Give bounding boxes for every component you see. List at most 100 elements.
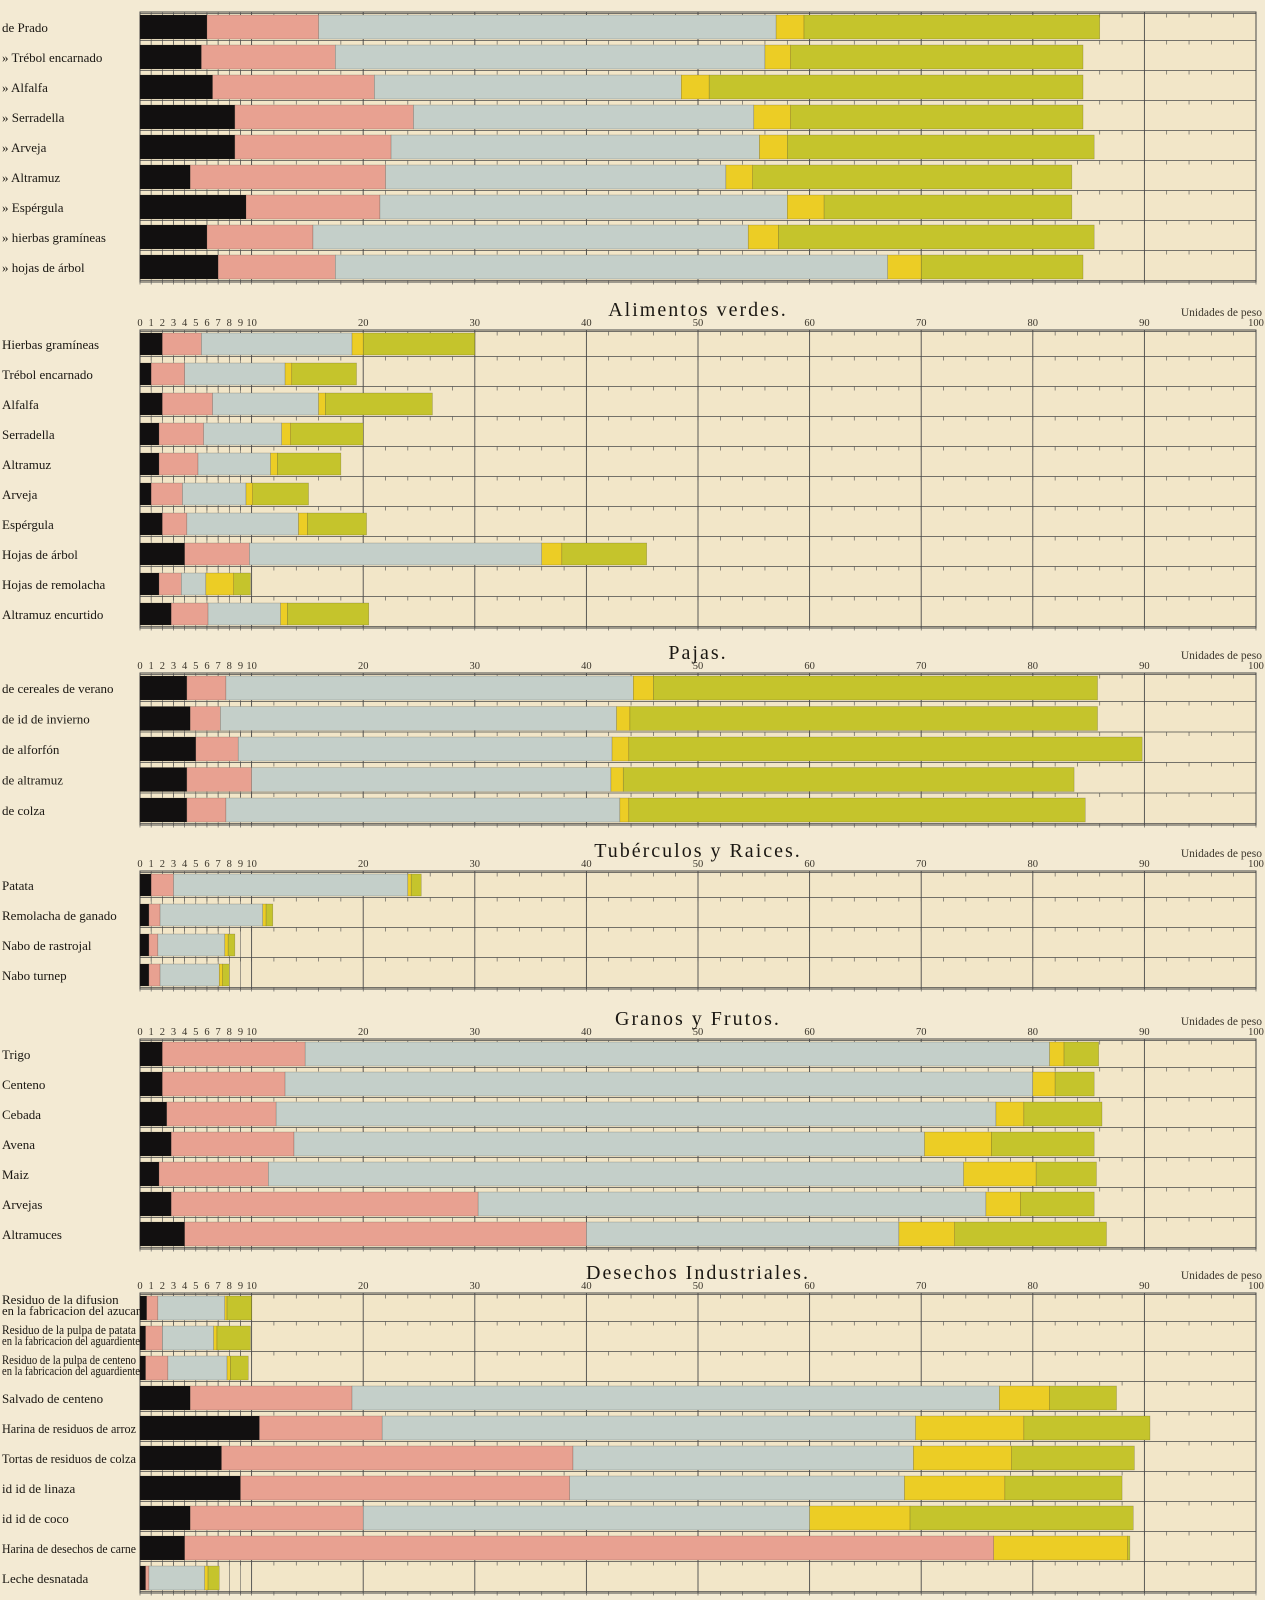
bar-segment-salmon (186, 767, 252, 792)
section-title: Alimentos verdes. (608, 299, 788, 321)
tick-label-9: 9 (238, 318, 243, 329)
tick-label-20: 20 (358, 1281, 369, 1292)
tick-label-10: 10 (246, 318, 257, 329)
bar-segment-olive (291, 362, 357, 386)
tick-label-0: 0 (137, 1027, 142, 1038)
bar-segment-black (139, 14, 208, 40)
bar-segment-black (139, 1415, 260, 1441)
row-label: Patata (2, 878, 34, 893)
bar-segment-olive (252, 482, 309, 506)
section-title: Desechos Industriales. (586, 1262, 810, 1284)
bar-segment-grey (182, 482, 247, 506)
tick-label-30: 30 (470, 318, 481, 329)
tick-label-6: 6 (204, 859, 209, 870)
bar-segment-black (139, 675, 188, 701)
section-2: 0 1 2 3 4 5 6 7 8 9 10 20 30 40 50 60 70 80 90 100 Pajas. Uni… (2, 642, 1264, 828)
tick-label-50: 50 (693, 1027, 704, 1038)
bar-segment-grey (284, 1071, 1034, 1097)
bar-segment-salmon (189, 164, 386, 190)
row-label: Hojas de árbol (2, 547, 78, 562)
bar-segment-salmon (189, 1505, 364, 1531)
bar-segment-olive (561, 542, 647, 566)
tick-label-4: 4 (182, 318, 188, 329)
bar-segment-yellow (224, 1295, 228, 1321)
tick-label-4: 4 (182, 661, 188, 672)
bar-segment-black (139, 903, 150, 927)
row-label: » Espérgula (2, 200, 64, 215)
bar-segment-grey (586, 1221, 900, 1247)
tick-label-5: 5 (193, 1027, 198, 1038)
tick-label-3: 3 (171, 318, 176, 329)
row-label: Residuo de la pulpa de centeno (2, 1352, 136, 1367)
bar-segment-yellow (262, 903, 267, 927)
units-label: Unidades de peso (1181, 650, 1262, 662)
tick-label-40: 40 (581, 859, 592, 870)
bar-segment-black (139, 602, 172, 626)
bar-segment-yellow (270, 452, 278, 476)
tick-label-70: 70 (916, 661, 927, 672)
bar-segment-olive (752, 164, 1073, 190)
bar-segment-olive (954, 1221, 1107, 1247)
bar-segment-yellow (280, 602, 288, 626)
tick-label-80: 80 (1028, 859, 1039, 870)
bar-segment-salmon (162, 332, 202, 356)
bar-segment-salmon (245, 194, 381, 220)
bar-segment-salmon (158, 1161, 269, 1187)
row-label: Maiz (2, 1167, 29, 1182)
bar-segment-olive (628, 736, 1143, 762)
tick-label-50: 50 (693, 859, 704, 870)
bar-segment-grey (201, 332, 353, 356)
bar-segment-olive (708, 74, 1084, 100)
bar-segment-grey (275, 1101, 997, 1127)
units-label: Unidades de peso (1181, 848, 1262, 860)
bar-segment-salmon (195, 736, 239, 762)
bar-segment-olive (1054, 1071, 1095, 1097)
bar-segment-olive (787, 134, 1095, 160)
bar-segment-black (139, 1355, 146, 1381)
bar-segment-olive (1011, 1445, 1135, 1471)
bar-segment-grey (203, 422, 282, 446)
bar-segment-salmon (217, 254, 336, 280)
tick-label-3: 3 (171, 661, 176, 672)
row-label: de id de invierno (2, 712, 90, 727)
tick-label-100: 100 (1248, 661, 1264, 672)
bar-segment-black (139, 1161, 160, 1187)
section-4: 0 1 2 3 4 5 6 7 8 9 10 20 30 40 50 60 70 80 90 100 Granos y … (2, 1008, 1264, 1252)
tick-label-80: 80 (1028, 1027, 1039, 1038)
bar-segment-olive (307, 512, 367, 536)
bar-segment-olive (362, 332, 476, 356)
bar-segment-black (139, 452, 160, 476)
bar-segment-yellow (787, 194, 825, 220)
bar-segment-grey (293, 1131, 925, 1157)
bar-segment-black (139, 963, 150, 987)
row-label: Cebada (2, 1107, 41, 1122)
row-sublabel: en la fabricacion del aguardiente (2, 1333, 140, 1348)
tick-label-60: 60 (804, 1281, 815, 1292)
bar-segment-black (139, 482, 152, 506)
bar-segment-black (139, 392, 163, 416)
tick-label-10: 10 (246, 1027, 257, 1038)
tick-label-1: 1 (149, 1281, 154, 1292)
bar-segment-black (139, 44, 202, 70)
bar-segment-olive (325, 392, 433, 416)
bar-segment-grey (220, 706, 617, 731)
row-sublabel: en la fabricacion del aguardiente (2, 1363, 140, 1378)
bar-segment-grey (184, 362, 286, 386)
units-label: Unidades de peso (1181, 1270, 1262, 1282)
bar-segment-yellow (633, 675, 654, 701)
tick-label-4: 4 (182, 1027, 188, 1038)
bar-segment-yellow (245, 482, 253, 506)
bar-segment-salmon (148, 933, 159, 957)
tick-label-10: 10 (246, 859, 257, 870)
tick-label-9: 9 (238, 1027, 243, 1038)
bar-segment-yellow (298, 512, 308, 536)
bar-segment-olive (823, 194, 1073, 220)
bar-segment-salmon (170, 602, 209, 626)
bar-segment-grey (569, 1475, 905, 1501)
bar-segment-black (139, 332, 163, 356)
row-label: Altramuz encurtido (2, 607, 103, 622)
bar-segment-grey (157, 933, 226, 957)
bar-segment-grey (381, 1415, 916, 1441)
bar-segment-salmon (184, 542, 250, 566)
bar-segment-olive (226, 1295, 252, 1321)
